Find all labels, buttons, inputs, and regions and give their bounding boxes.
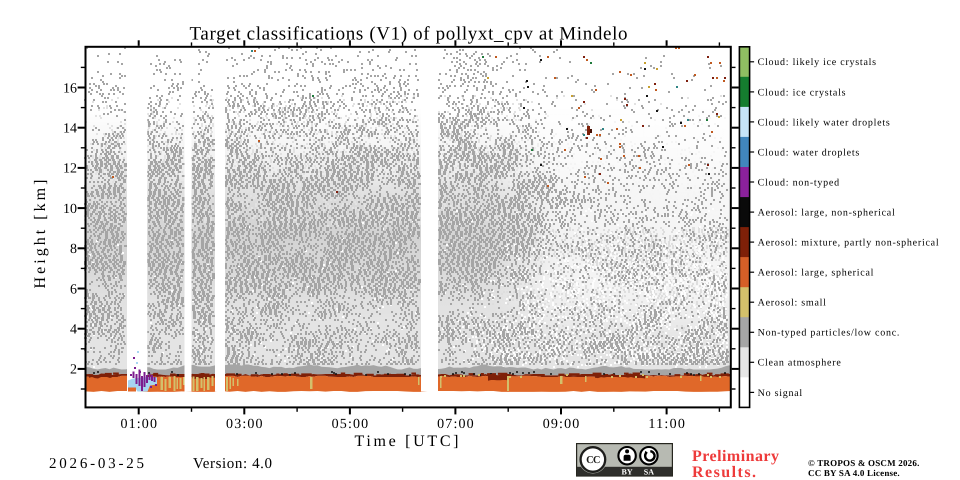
svg-text:10: 10 <box>63 202 77 217</box>
svg-text:Preliminary: Preliminary <box>692 448 779 465</box>
svg-text:2: 2 <box>70 363 77 378</box>
svg-text:03:00: 03:00 <box>226 417 262 432</box>
svg-text:09:00: 09:00 <box>543 417 580 432</box>
svg-text:No signal: No signal <box>758 388 803 399</box>
svg-text:Cloud: likely ice crystals: Cloud: likely ice crystals <box>758 57 877 68</box>
svg-text:11:00: 11:00 <box>648 417 685 432</box>
svg-text:CC: CC <box>586 455 600 466</box>
svg-text:01:00: 01:00 <box>120 417 157 432</box>
svg-text:Results.: Results. <box>692 464 756 480</box>
svg-text:8: 8 <box>70 242 77 257</box>
svg-text:Aerosol: large, spherical: Aerosol: large, spherical <box>758 268 875 279</box>
svg-text:Cloud: ice crystals: Cloud: ice crystals <box>758 87 847 98</box>
svg-text:Version: 4.0: Version: 4.0 <box>193 456 272 472</box>
svg-text:Clean atmosphere: Clean atmosphere <box>758 358 842 369</box>
svg-text:05:00: 05:00 <box>332 417 369 432</box>
svg-text:SA: SA <box>644 468 654 477</box>
svg-text:© TROPOS & OSCM 2026.: © TROPOS & OSCM 2026. <box>808 458 920 468</box>
svg-text:Target classifications (V1) of: Target classifications (V1) of pollyxt_c… <box>190 24 628 45</box>
svg-text:Cloud: water droplets: Cloud: water droplets <box>758 147 860 158</box>
svg-text:Aerosol: mixture, partly non-s: Aerosol: mixture, partly non-spherical <box>758 238 940 249</box>
svg-text:Aerosol: small: Aerosol: small <box>758 298 827 309</box>
svg-text:12: 12 <box>63 162 77 177</box>
svg-text:16: 16 <box>63 81 77 96</box>
svg-text:Cloud: non-typed: Cloud: non-typed <box>758 177 840 188</box>
svg-text:4: 4 <box>70 323 77 338</box>
svg-text:14: 14 <box>63 122 77 137</box>
svg-text:Non-typed particles/low conc.: Non-typed particles/low conc. <box>758 328 901 339</box>
svg-text:BY: BY <box>622 468 633 477</box>
svg-text:Cloud: likely water droplets: Cloud: likely water droplets <box>758 117 891 128</box>
svg-text:Aerosol: large, non-spherical: Aerosol: large, non-spherical <box>758 208 896 219</box>
svg-text:6: 6 <box>70 282 77 297</box>
svg-text:Time [UTC]: Time [UTC] <box>355 433 459 450</box>
svg-text:Height [km]: Height [km] <box>32 180 49 289</box>
svg-text:CC BY SA 4.0 License.: CC BY SA 4.0 License. <box>808 468 900 478</box>
svg-text:07:00: 07:00 <box>437 417 474 432</box>
